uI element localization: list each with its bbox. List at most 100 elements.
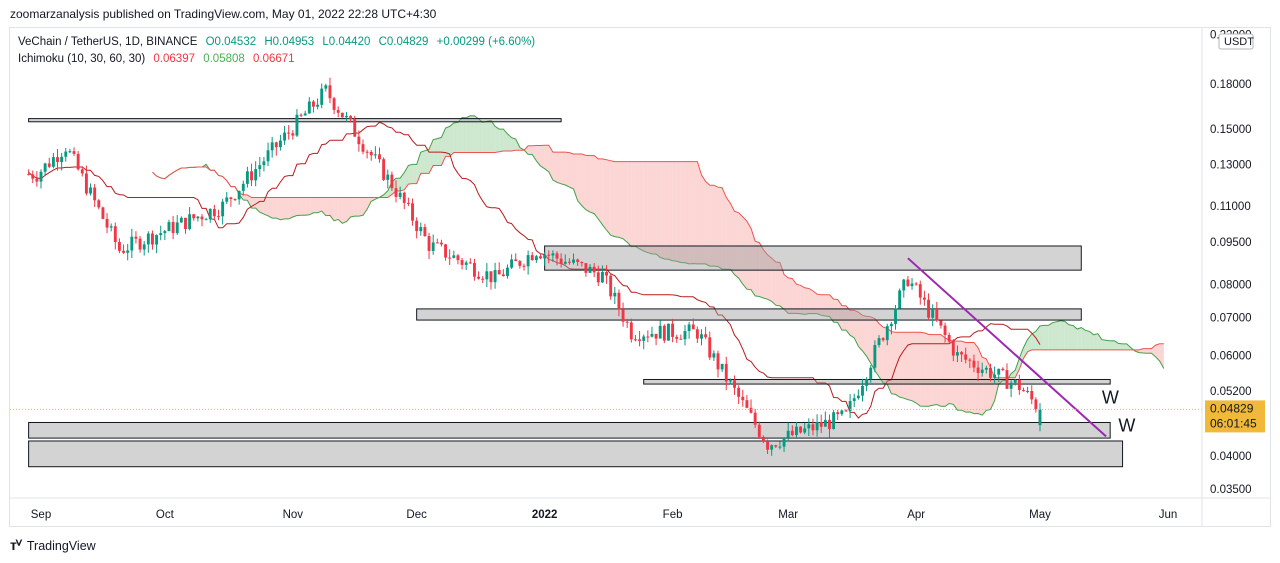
cloud-segment (895, 332, 900, 398)
candle-body (307, 101, 311, 114)
cloud-segment (817, 294, 822, 316)
cloud-segment (858, 312, 863, 351)
cloud-segment (821, 294, 826, 317)
currency-badge: USDT (1218, 33, 1254, 50)
candle-body (134, 236, 138, 239)
cloud-segment (718, 187, 723, 270)
cloud-segment (585, 155, 591, 213)
cloud-segment (561, 152, 566, 186)
cloud-segment (313, 197, 318, 213)
currency-label: USDT (1224, 36, 1254, 48)
candle-body (406, 202, 410, 204)
candle-body (634, 339, 637, 341)
cloud-segment (643, 161, 648, 253)
candle-body (1005, 370, 1009, 389)
candle-body (1030, 391, 1034, 400)
indicator-value-1: 0.06397 (153, 53, 195, 65)
candle-body (642, 336, 646, 341)
candle-body (646, 336, 650, 338)
indicator-name[interactable]: Ichimoku (10, 30, 60, 30) (18, 53, 146, 65)
cloud-segment (1035, 325, 1040, 350)
cloud-segment (272, 197, 277, 219)
cloud-segment (1040, 325, 1045, 350)
footer-brand[interactable]: ᴛⱽ TradingView (10, 537, 96, 554)
candle-body (171, 222, 175, 234)
candle-body (196, 216, 200, 219)
cloud-segment (276, 197, 281, 220)
candle-body (737, 387, 741, 397)
cloud-segment (730, 203, 735, 275)
candle-body (47, 163, 51, 167)
candle-body (1017, 379, 1021, 391)
cloud-segment (779, 262, 785, 310)
cloud-segment (1106, 340, 1111, 350)
candle-body (151, 233, 154, 245)
cloud-segment (449, 122, 454, 157)
cloud-segment (1056, 320, 1061, 350)
cloud-segment (1077, 327, 1082, 350)
x-tick-label: Sep (31, 509, 51, 521)
cloud-segment (850, 310, 855, 338)
candle-body (460, 260, 464, 265)
candle-body (778, 446, 782, 448)
cloud-segment (552, 152, 558, 183)
candle-body (679, 338, 683, 340)
indicator-value-2: 0.05808 (203, 53, 245, 65)
cloud-segment (808, 288, 813, 314)
y-tick-label: 0.15000 (1210, 124, 1252, 136)
candle-body (629, 322, 633, 340)
candle-body (464, 262, 468, 265)
candle-body (489, 271, 493, 283)
symbol-row[interactable]: VeChain / TetherUS, 1D, BINANCE O0.04532… (18, 34, 540, 51)
cloud-segment (680, 161, 685, 263)
candle-body (184, 217, 187, 230)
candle-body (1034, 399, 1038, 410)
indicator-row[interactable]: Ichimoku (10, 30, 60, 30) 0.06397 0.0580… (18, 51, 540, 68)
cloud-segment (288, 197, 293, 219)
close-value: C0.04829 (378, 36, 429, 48)
cloud-segment (1089, 331, 1094, 350)
candle-body (889, 323, 893, 327)
candle-body (303, 113, 307, 116)
cloud-segment (668, 161, 673, 261)
cloud-segment (957, 341, 962, 411)
cloud-segment (639, 161, 644, 252)
candle-body (423, 227, 427, 237)
candle-body (204, 219, 208, 221)
candle-body (733, 380, 736, 388)
cloud-segment (1015, 357, 1020, 378)
y-tick-label: 0.11000 (1210, 201, 1251, 213)
candle-body (159, 233, 163, 236)
cloud-segment (346, 197, 351, 222)
candle-body (823, 419, 827, 427)
cloud-segment (1085, 330, 1090, 350)
cloud-segment (800, 285, 805, 315)
candle-body (130, 236, 134, 251)
candle-body (146, 233, 150, 245)
cloud-segment (697, 161, 702, 264)
cloud-segment (664, 161, 669, 260)
candle-body (844, 410, 848, 412)
cloud-segment (466, 115, 471, 153)
candle-body (782, 437, 786, 447)
candle-body (894, 308, 897, 324)
cloud-segment (532, 145, 537, 161)
symbol-name[interactable]: VeChain / TetherUS, 1D, BINANCE (18, 36, 198, 48)
cloud-segment (424, 149, 430, 174)
cloud-segment (990, 367, 995, 410)
candle-body (481, 278, 485, 280)
candle-body (80, 169, 84, 174)
candle-body (865, 378, 869, 386)
cloud-segment (1052, 321, 1057, 350)
cloud-segment (784, 274, 789, 314)
candle-body (708, 337, 712, 358)
candle-body (951, 341, 955, 356)
cloud-segment (940, 334, 946, 407)
candle-body (728, 380, 732, 382)
cloud-segment (746, 221, 752, 290)
cloud-segment (841, 305, 846, 331)
cloud-segment (726, 197, 731, 270)
cloud-segment (924, 332, 929, 407)
cloud-segment (978, 347, 983, 416)
